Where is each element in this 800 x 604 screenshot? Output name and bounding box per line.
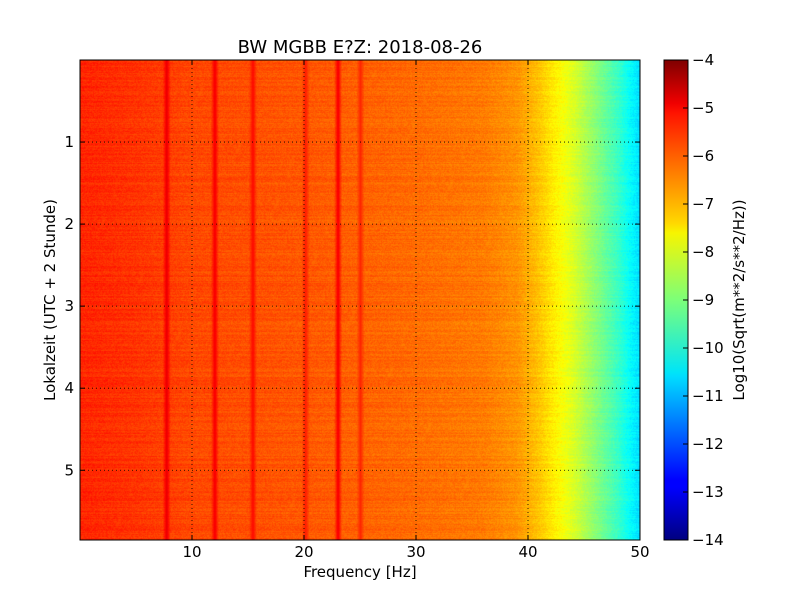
plot-frame xyxy=(79,59,641,541)
x-tick-label: 30 xyxy=(406,543,425,561)
y-tick-label: 3 xyxy=(64,297,74,315)
grid-lines xyxy=(80,60,640,540)
x-tick-label: 50 xyxy=(630,543,649,561)
y-tick-label: 5 xyxy=(64,461,74,479)
x-tick-label: 20 xyxy=(294,543,313,561)
colorbar: −4 −5 −6 −7 −8 −9 −10 −11 −12 −13 −14 xyxy=(663,51,724,549)
spectrogram-heatmap xyxy=(80,60,640,540)
colorbar-ticks: −4 −5 −6 −7 −8 −9 −10 −11 −12 −13 −14 xyxy=(683,51,724,549)
colorbar-tick-label: −10 xyxy=(692,339,724,357)
colorbar-tick-label: −9 xyxy=(692,291,714,309)
x-tick-label: 10 xyxy=(182,543,201,561)
plot-area: 10 20 30 40 50 1 2 3 4 5 xyxy=(64,59,650,561)
colorbar-tick-label: −6 xyxy=(692,147,714,165)
x-tick-label: 40 xyxy=(518,543,537,561)
y-axis-label: Lokalzeit (UTC + 2 Stunde) xyxy=(41,199,59,401)
y-axis: 1 2 3 4 5 xyxy=(64,133,640,479)
chart-title: BW MGBB E?Z: 2018-08-26 xyxy=(238,37,483,58)
colorbar-tick-label: −12 xyxy=(692,435,724,453)
colorbar-tick-label: −11 xyxy=(692,387,724,405)
colorbar-label: Log10(Sqrt(m**2/s**2/Hz)) xyxy=(730,199,748,400)
x-axis-label: Frequency [Hz] xyxy=(303,563,416,581)
colorbar-tick-label: −4 xyxy=(692,51,714,69)
colorbar-tick-label: −5 xyxy=(692,99,714,117)
y-tick-label: 1 xyxy=(64,133,74,151)
colorbar-tick-label: −13 xyxy=(692,483,724,501)
y-tick-label: 4 xyxy=(64,379,74,397)
y-tick-label: 2 xyxy=(64,215,74,233)
colorbar-tick-label: −14 xyxy=(692,531,724,549)
x-axis: 10 20 30 40 50 xyxy=(182,60,650,561)
colorbar-tick-label: −8 xyxy=(692,243,714,261)
colorbar-tick-label: −7 xyxy=(692,195,714,213)
